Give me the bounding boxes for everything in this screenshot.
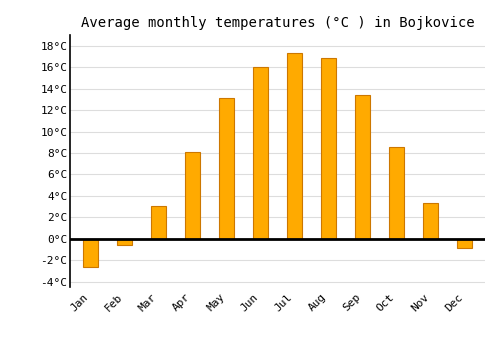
Bar [185, 152, 200, 239]
Bar [287, 53, 302, 239]
Bar [253, 67, 268, 239]
Bar [457, 239, 472, 248]
Bar [151, 205, 166, 239]
Bar [423, 203, 438, 239]
Bar [219, 98, 234, 239]
Bar [355, 95, 370, 239]
Bar [321, 57, 336, 239]
Bar [83, 239, 98, 267]
Title: Average monthly temperatures (°C ) in Bojkovice: Average monthly temperatures (°C ) in Bo… [80, 16, 474, 30]
Bar [117, 239, 132, 245]
Bar [389, 147, 404, 239]
